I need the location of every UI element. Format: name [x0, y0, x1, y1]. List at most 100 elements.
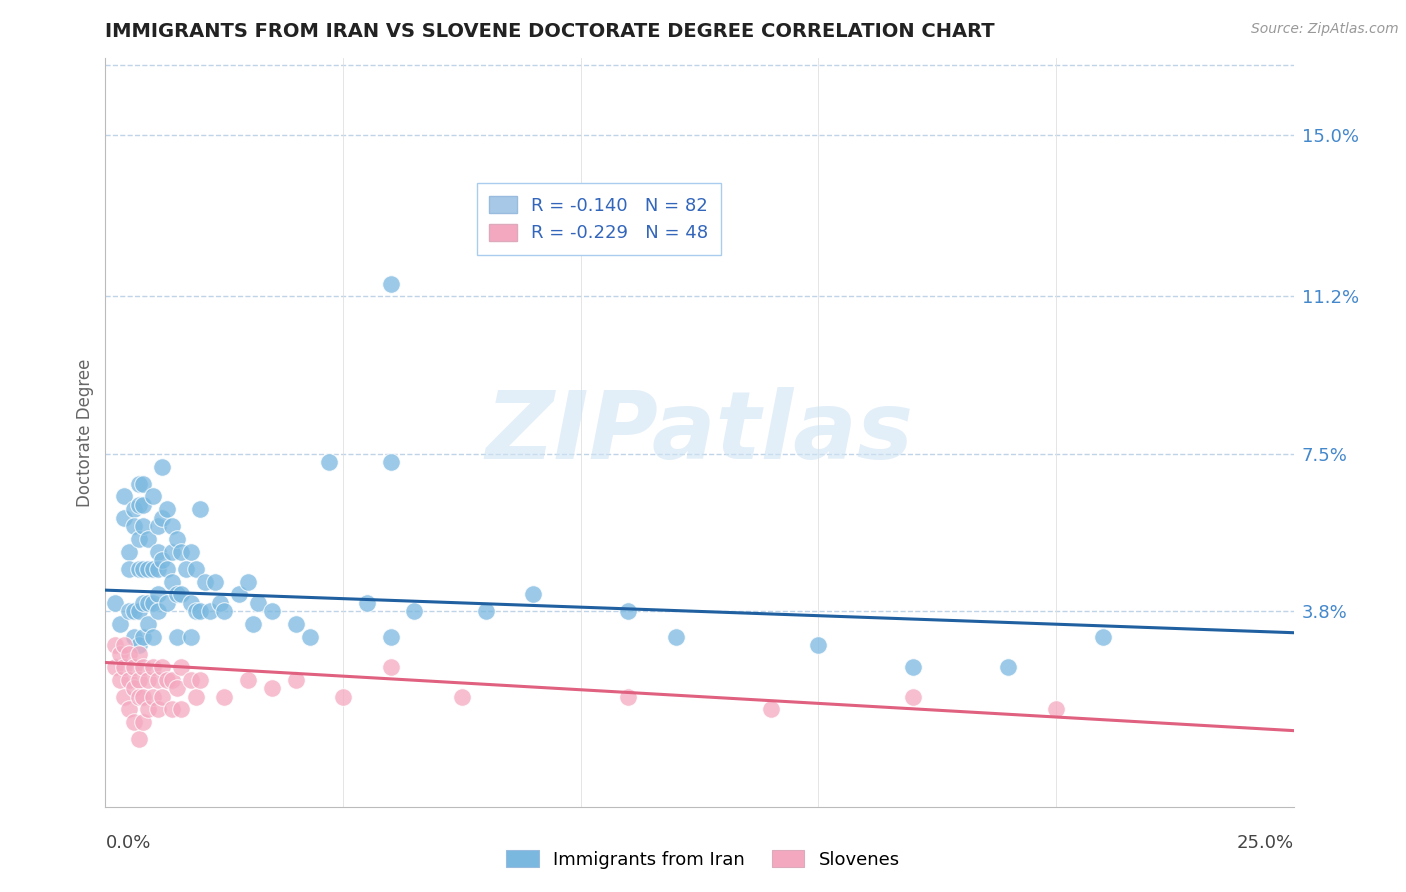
Point: [152, 459, 174, 474]
Point: [128, 673, 150, 687]
Point: [146, 562, 169, 576]
Point: [142, 690, 165, 704]
Point: [142, 630, 165, 644]
Point: [160, 574, 183, 589]
Point: [152, 553, 174, 567]
Point: [759, 702, 782, 716]
Point: [128, 732, 150, 747]
Point: [146, 545, 169, 559]
Text: 25.0%: 25.0%: [1236, 834, 1294, 852]
Point: [184, 690, 207, 704]
Point: [128, 476, 150, 491]
Point: [122, 604, 145, 618]
Point: [665, 630, 688, 644]
Point: [170, 660, 193, 674]
Point: [118, 647, 141, 661]
Point: [142, 660, 165, 674]
Point: [122, 660, 145, 674]
Point: [160, 519, 183, 533]
Point: [146, 702, 169, 716]
Point: [298, 630, 321, 644]
Point: [132, 690, 155, 704]
Point: [128, 639, 150, 653]
Point: [104, 639, 127, 653]
Point: [380, 277, 402, 291]
Point: [132, 596, 155, 610]
Point: [132, 562, 155, 576]
Point: [1092, 630, 1115, 644]
Point: [128, 647, 150, 661]
Point: [166, 681, 188, 695]
Point: [214, 604, 236, 618]
Point: [152, 690, 174, 704]
Point: [236, 574, 259, 589]
Point: [146, 604, 169, 618]
Point: [114, 639, 136, 653]
Point: [474, 604, 496, 618]
Point: [160, 702, 183, 716]
Point: [118, 562, 141, 576]
Point: [160, 673, 183, 687]
Point: [284, 617, 307, 632]
Point: [160, 545, 183, 559]
Point: [380, 630, 402, 644]
Point: [114, 690, 136, 704]
Point: [228, 587, 250, 601]
Point: [194, 574, 217, 589]
Point: [166, 587, 188, 601]
Point: [114, 510, 136, 524]
Point: [170, 587, 193, 601]
Text: ZIPatlas: ZIPatlas: [485, 386, 914, 479]
Point: [190, 673, 212, 687]
Text: Source: ZipAtlas.com: Source: ZipAtlas.com: [1251, 22, 1399, 37]
Point: [136, 596, 159, 610]
Point: [166, 630, 188, 644]
Point: [122, 519, 145, 533]
Point: [108, 617, 131, 632]
Point: [997, 660, 1019, 674]
Point: [450, 690, 472, 704]
Point: [184, 562, 207, 576]
Point: [146, 587, 169, 601]
Point: [146, 519, 169, 533]
Point: [156, 502, 179, 516]
Point: [104, 660, 127, 674]
Point: [170, 545, 193, 559]
Point: [108, 647, 131, 661]
Point: [122, 681, 145, 695]
Point: [180, 630, 202, 644]
Point: [136, 562, 159, 576]
Point: [132, 630, 155, 644]
Point: [136, 702, 159, 716]
Point: [356, 596, 378, 610]
Point: [260, 681, 283, 695]
Point: [522, 587, 544, 601]
Point: [118, 604, 141, 618]
Point: [260, 604, 283, 618]
Point: [903, 660, 925, 674]
Point: [146, 673, 169, 687]
Point: [214, 690, 236, 704]
Point: [184, 604, 207, 618]
Point: [617, 690, 640, 704]
Point: [284, 673, 307, 687]
Point: [132, 519, 155, 533]
Point: [156, 596, 179, 610]
Point: [807, 639, 830, 653]
Point: [128, 690, 150, 704]
Point: [118, 702, 141, 716]
Point: [242, 617, 264, 632]
Point: [180, 545, 202, 559]
Point: [170, 702, 193, 716]
Point: [190, 502, 212, 516]
Point: [114, 660, 136, 674]
Point: [208, 596, 231, 610]
Point: [122, 630, 145, 644]
Point: [104, 596, 127, 610]
Point: [128, 532, 150, 546]
Point: [136, 673, 159, 687]
Point: [136, 617, 159, 632]
Text: 0.0%: 0.0%: [105, 834, 150, 852]
Point: [132, 498, 155, 512]
Point: [236, 673, 259, 687]
